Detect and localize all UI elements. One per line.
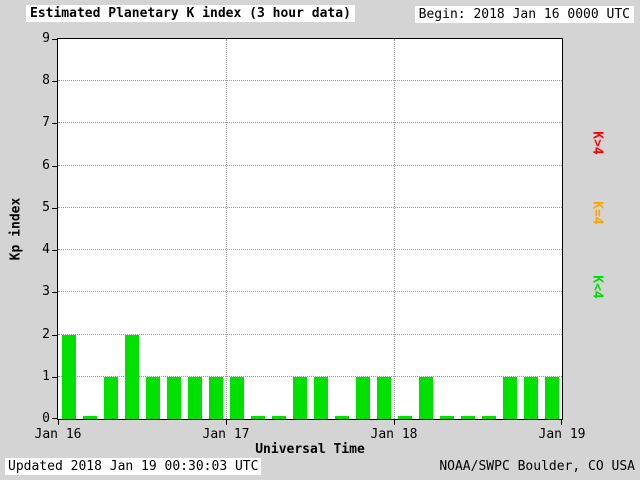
h-gridline: [58, 80, 562, 82]
x-axis-title: Universal Time: [255, 442, 365, 457]
kp-bar: [103, 376, 118, 419]
y-tick: [52, 376, 58, 378]
kp-bar: [292, 376, 307, 419]
h-gridline: [58, 206, 562, 208]
kp-bar: [208, 376, 223, 419]
kp-bar: [355, 376, 370, 419]
y-tick-label: 9: [42, 31, 50, 46]
updated-timestamp: Updated 2018 Jan 19 00:30:03 UTC: [5, 458, 262, 475]
y-tick: [52, 81, 58, 83]
y-tick: [52, 418, 58, 419]
kp-bar: [124, 334, 139, 419]
kp-bar: [82, 416, 97, 419]
begin-label: Begin:: [418, 7, 466, 22]
x-tick-label: Jan 17: [202, 427, 250, 442]
legend-k-gt-4: K>4: [589, 131, 605, 155]
kp-bar: [61, 334, 76, 419]
kp-bar: [313, 376, 328, 419]
y-tick-label: 7: [42, 115, 50, 131]
kp-bar: [460, 416, 475, 419]
y-tick-label: 5: [42, 199, 50, 215]
begin-timestamp: Begin: 2018 Jan 16 0000 UTC: [414, 6, 634, 23]
begin-value: 2018 Jan 16 0000 UTC: [473, 7, 630, 22]
plot-area: 0 1 2 3 4 5 6 7 8 9 Jan 16 Jan 17 Jan 18 Jan 19: [35, 31, 586, 442]
y-tick-label: 4: [42, 242, 50, 258]
kp-bar: [229, 376, 244, 419]
y-tick-label: 0: [42, 411, 50, 426]
v-gridline: [226, 39, 227, 419]
y-tick: [52, 165, 58, 167]
y-tick-label: 8: [42, 73, 50, 89]
kp-bar: [523, 376, 538, 419]
x-tick: [561, 419, 562, 425]
y-axis-title: Kp index: [8, 197, 24, 261]
x-tick: [58, 419, 59, 425]
y-tick-label: 2: [42, 326, 50, 342]
kp-bar: [418, 376, 433, 419]
kp-bar: [271, 416, 286, 419]
y-tick: [52, 292, 58, 294]
h-gridline: [58, 291, 562, 293]
x-tick: [394, 419, 395, 425]
h-gridline: [58, 375, 562, 377]
kp-bar: [397, 416, 412, 419]
x-tick-label: Jan 19: [538, 427, 586, 442]
h-gridline: [58, 164, 562, 166]
kp-bar: [145, 376, 160, 419]
y-tick-label: 3: [42, 284, 50, 300]
x-tick-label: Jan 16: [34, 427, 82, 442]
h-gridline: [58, 122, 562, 124]
kp-bar: [334, 416, 349, 419]
kp-bar: [544, 376, 559, 419]
y-tick: [52, 39, 58, 40]
y-tick-label: 1: [42, 368, 50, 384]
legend-k-lt-4: K<4: [589, 275, 605, 299]
y-tick: [52, 334, 58, 336]
credit-text: NOAA/SWPC Boulder, CO USA: [439, 459, 635, 474]
legend-k-eq-4: K=4: [589, 201, 605, 225]
y-tick: [52, 250, 58, 252]
v-gridline: [394, 39, 395, 419]
chart-title: Estimated Planetary K index (3 hour data…: [26, 5, 355, 22]
kp-bar: [439, 416, 454, 419]
y-tick: [52, 123, 58, 125]
kp-bar: [166, 376, 181, 419]
kp-bar: [502, 376, 517, 419]
x-tick-label: Jan 18: [370, 427, 418, 442]
kp-bar: [481, 416, 496, 419]
h-gridline: [58, 249, 562, 251]
kp-bar: [376, 376, 391, 419]
kp-bar: [187, 376, 202, 419]
x-tick: [226, 419, 227, 425]
kp-bar: [250, 416, 265, 419]
y-tick-label: 6: [42, 157, 50, 173]
h-gridline: [58, 333, 562, 335]
y-tick: [52, 207, 58, 209]
